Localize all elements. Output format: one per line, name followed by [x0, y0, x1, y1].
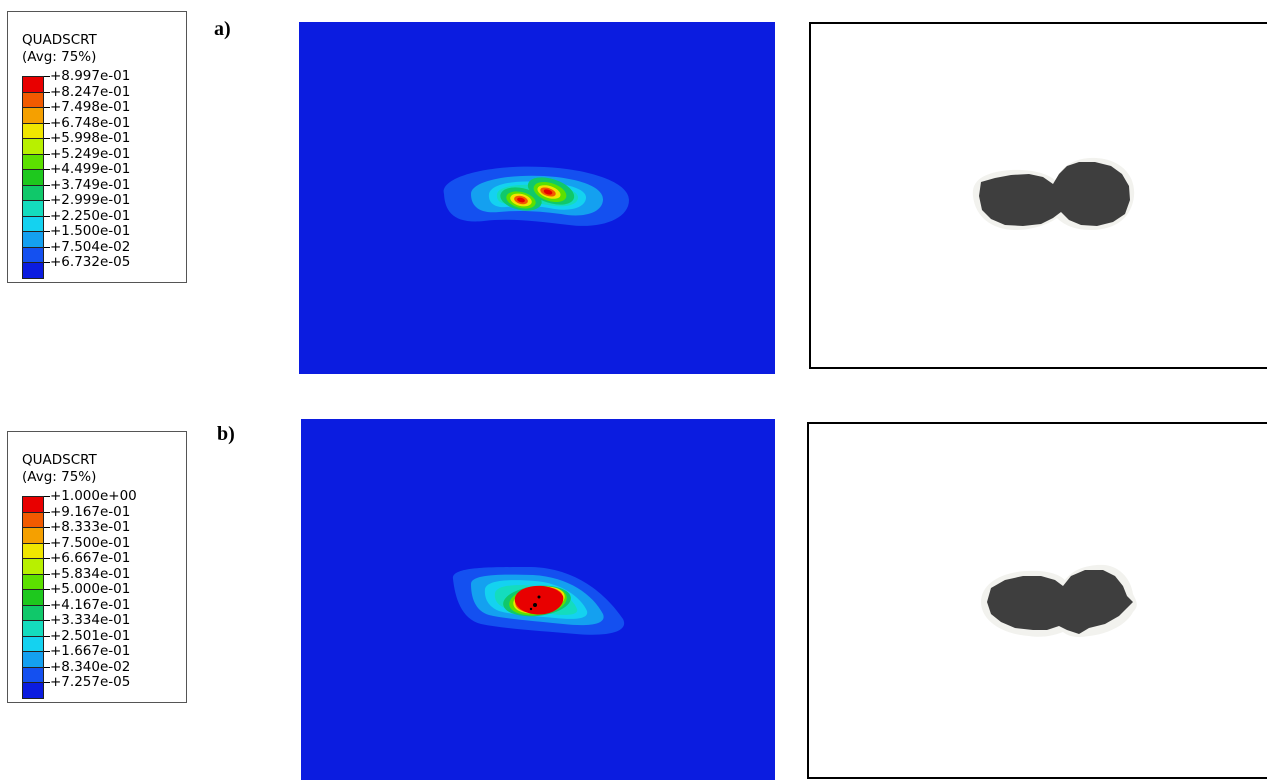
contour-band	[514, 585, 564, 615]
contour-hole	[537, 595, 541, 599]
legend-value: +6.732e-05	[43, 254, 131, 270]
legend-value: +9.167e-01	[43, 503, 131, 520]
legend-swatch	[22, 122, 44, 139]
legend-value: +7.500e-01	[43, 534, 131, 551]
legend-value: +8.340e-02	[43, 658, 131, 675]
legend-a: QUADSCRT (Avg: 75%) +8.997e-01 +8.247e-0…	[7, 11, 187, 283]
legend-swatch	[22, 153, 44, 170]
legend-swatch	[22, 682, 44, 699]
legend-swatch	[22, 184, 44, 201]
damage-region	[987, 570, 1133, 634]
legend-subtitle: (Avg: 75%)	[22, 469, 97, 485]
legend-b: QUADSCRT (Avg: 75%) +1.000e+00 +9.167e-0…	[7, 431, 187, 703]
legend-swatch	[22, 76, 44, 93]
legend-value: +2.250e-01	[43, 207, 131, 224]
legend-swatch	[22, 635, 44, 652]
legend-value: +1.667e-01	[43, 643, 131, 659]
damage-region	[979, 162, 1130, 226]
legend-swatch	[22, 246, 44, 263]
legend-value: +7.504e-02	[43, 238, 131, 255]
legend-value: +7.498e-01	[43, 99, 131, 115]
legend-title: QUADSCRT	[22, 32, 97, 48]
legend-value: +6.667e-01	[43, 550, 131, 566]
legend-swatch	[22, 651, 44, 668]
legend-value: +5.000e-01	[43, 581, 131, 597]
legend-swatch	[22, 169, 44, 186]
legend-value: +3.334e-01	[43, 612, 131, 628]
contour-hole	[529, 607, 533, 611]
legend-swatch	[22, 496, 44, 513]
legend-value: +2.999e-01	[43, 192, 131, 208]
damage-photo-b	[807, 422, 1267, 779]
contour-band	[517, 197, 525, 203]
legend-swatch	[22, 200, 44, 217]
panel-label-b: b)	[217, 423, 235, 445]
damage-photo-a	[809, 22, 1267, 369]
legend-swatch	[22, 231, 44, 248]
legend-subtitle: (Avg: 75%)	[22, 49, 97, 65]
legend-value: +8.247e-01	[43, 83, 131, 100]
legend-value: +7.257e-05	[43, 674, 131, 690]
legend-swatch	[22, 620, 44, 637]
legend-value: +8.333e-01	[43, 519, 131, 535]
legend-value: +3.749e-01	[43, 176, 131, 193]
legend-swatch	[22, 91, 44, 108]
legend-value: +4.499e-01	[43, 161, 131, 177]
legend-swatch	[22, 589, 44, 606]
legend-value: +8.997e-01	[43, 68, 131, 84]
contour-band	[543, 189, 553, 195]
legend-value: +4.167e-01	[43, 596, 131, 613]
legend-title: QUADSCRT	[22, 452, 97, 468]
legend-swatch	[22, 527, 44, 544]
contour-hole	[533, 603, 537, 607]
legend-value: +2.501e-01	[43, 627, 131, 644]
legend-value: +5.998e-01	[43, 130, 131, 146]
legend-value: +6.748e-01	[43, 114, 131, 131]
panel-label-a: a)	[214, 18, 231, 40]
legend-swatch	[22, 138, 44, 155]
fea-contour-plot-a	[299, 22, 775, 374]
legend-swatch	[22, 107, 44, 124]
legend-swatch	[22, 215, 44, 232]
legend-value: +5.249e-01	[43, 145, 131, 162]
legend-value: +1.000e+00	[44, 488, 137, 504]
legend-swatch	[22, 573, 44, 590]
legend-swatch	[22, 666, 44, 683]
legend-value: +1.500e-01	[43, 223, 131, 239]
legend-swatch	[22, 511, 44, 528]
legend-swatch	[22, 604, 44, 621]
legend-swatch	[22, 542, 44, 559]
legend-swatch	[22, 262, 44, 279]
fea-contour-plot-b	[301, 419, 775, 780]
legend-value: +5.834e-01	[43, 565, 131, 582]
legend-swatch	[22, 558, 44, 575]
